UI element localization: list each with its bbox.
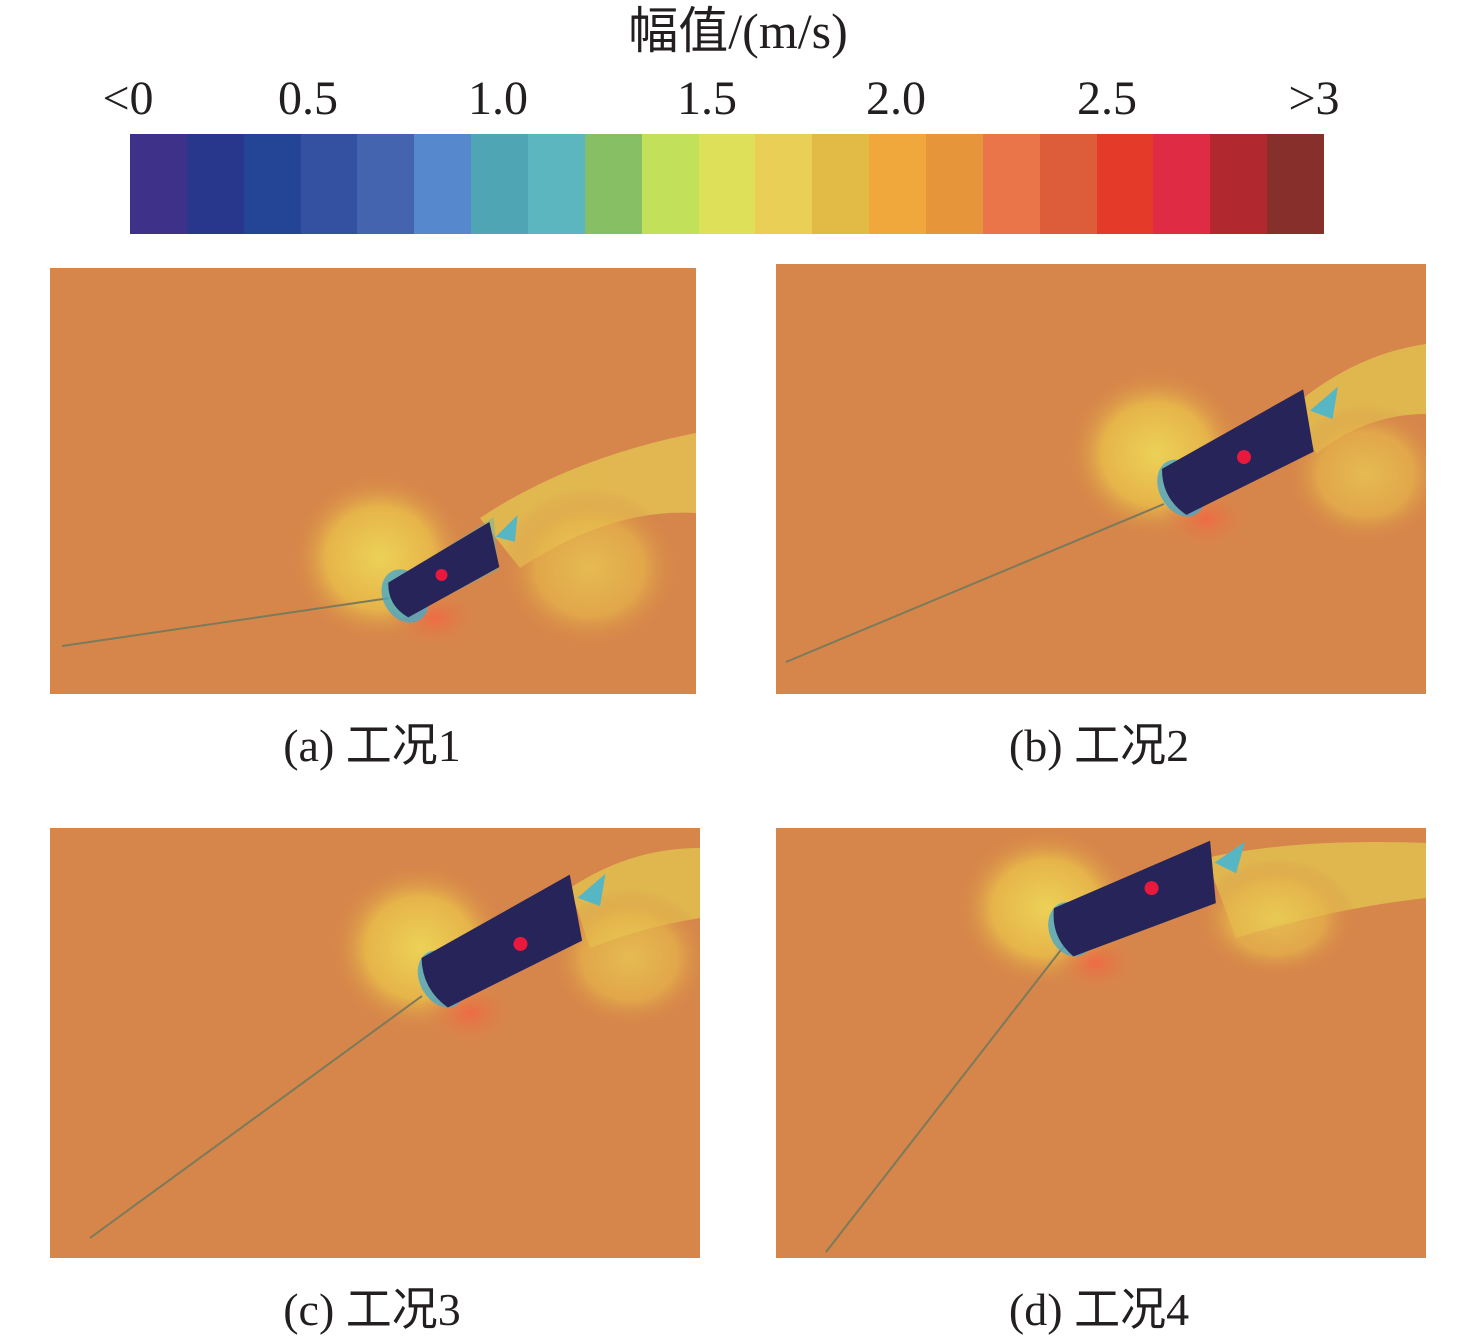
colorbar-swatch (755, 134, 813, 234)
flow-panel-d (776, 828, 1426, 1258)
stern-field (500, 488, 680, 648)
colorbar-tick: 0.5 (278, 72, 338, 125)
mooring-line (89, 995, 423, 1239)
colorbar-swatch (926, 134, 983, 234)
mooring-line (825, 945, 1065, 1253)
colorbar-swatch (186, 134, 244, 234)
colorbar-swatch (414, 134, 472, 234)
red-marker (435, 569, 448, 581)
colorbar-swatch (528, 134, 585, 234)
panel-caption: (d) 工况4 (1008, 1284, 1190, 1335)
mooring-line (61, 597, 391, 647)
colorbar-tick: 1.5 (677, 72, 737, 125)
vessel (381, 514, 518, 623)
colorbar-swatch (584, 134, 642, 234)
flow-panel-c (50, 828, 700, 1258)
colorbar-tick: >3 (1288, 72, 1340, 125)
colorbar-tick: 1.0 (468, 72, 528, 125)
colorbar-swatch (243, 134, 301, 234)
colorbar-swatch (982, 134, 1040, 234)
stern-field (1286, 404, 1426, 544)
colorbar-swatch (812, 134, 870, 234)
flow-panel-b (776, 264, 1426, 694)
colorbar-swatch (1039, 134, 1097, 234)
colorbar-swatch (1096, 134, 1154, 234)
panel-caption: (a) 工况1 (283, 720, 461, 771)
colorbar-tick: 2.0 (866, 72, 926, 125)
colorbar-swatch (300, 134, 358, 234)
colorbar-swatch (471, 134, 529, 234)
colorbar-swatch (641, 134, 699, 234)
stern-field (1196, 858, 1356, 978)
red-marker (513, 936, 528, 951)
red-marker (1237, 450, 1252, 465)
colorbar-swatch (869, 134, 927, 234)
mooring-line (785, 503, 1165, 663)
panel-caption: (c) 工况3 (283, 1284, 461, 1335)
stern-field (550, 888, 700, 1028)
colorbar-swatch (1267, 134, 1325, 234)
colorbar-swatch (1210, 134, 1268, 234)
colorbar-swatch (130, 134, 187, 234)
colorbar-swatch (698, 134, 756, 234)
flow-panel-a (50, 268, 696, 694)
vessel (417, 873, 606, 1008)
vessel (1048, 840, 1245, 957)
colorbar-tick: 2.5 (1077, 72, 1137, 125)
colorbar (130, 134, 1325, 234)
red-marker (1144, 881, 1159, 896)
colorbar-tick: <0 (102, 72, 154, 125)
colorbar-title: 幅值/(m/s) (628, 3, 848, 59)
colorbar-swatch (357, 134, 415, 234)
colorbar-swatch (1153, 134, 1211, 234)
panel-caption: (b) 工况2 (1008, 720, 1190, 771)
vessel (1157, 386, 1338, 517)
